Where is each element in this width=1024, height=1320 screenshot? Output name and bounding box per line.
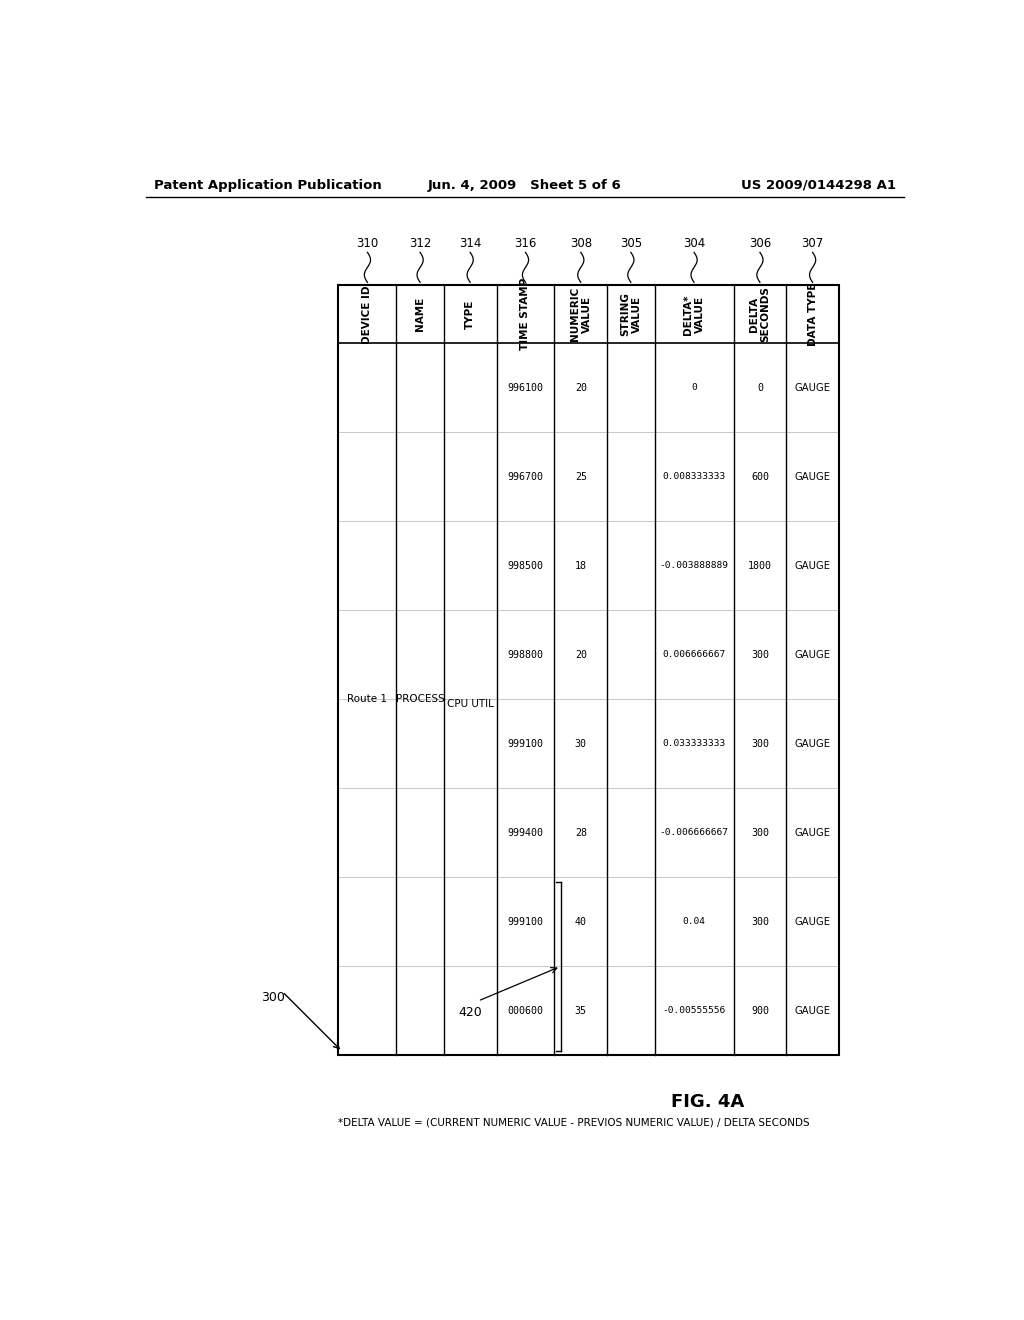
Text: 312: 312 bbox=[409, 236, 431, 249]
Text: 0.04: 0.04 bbox=[683, 917, 706, 927]
Text: 999400: 999400 bbox=[508, 828, 544, 838]
Text: 20: 20 bbox=[574, 649, 587, 660]
Text: 998500: 998500 bbox=[508, 561, 544, 570]
Text: Patent Application Publication: Patent Application Publication bbox=[154, 178, 381, 191]
Text: 300: 300 bbox=[751, 828, 769, 838]
Text: GAUGE: GAUGE bbox=[795, 383, 830, 393]
Text: Jun. 4, 2009   Sheet 5 of 6: Jun. 4, 2009 Sheet 5 of 6 bbox=[428, 178, 622, 191]
Text: 000600: 000600 bbox=[508, 1006, 544, 1016]
Text: GAUGE: GAUGE bbox=[795, 739, 830, 748]
Text: NUMERIC
VALUE: NUMERIC VALUE bbox=[570, 288, 592, 342]
Text: GAUGE: GAUGE bbox=[795, 649, 830, 660]
Text: 600: 600 bbox=[751, 471, 769, 482]
Text: -0.003888889: -0.003888889 bbox=[659, 561, 729, 570]
Text: 999100: 999100 bbox=[508, 917, 544, 927]
Text: 996700: 996700 bbox=[508, 471, 544, 482]
Text: DEVICE ID: DEVICE ID bbox=[362, 285, 373, 343]
Text: 18: 18 bbox=[574, 561, 587, 570]
Text: GAUGE: GAUGE bbox=[795, 917, 830, 927]
Text: CPU UTIL: CPU UTIL bbox=[446, 700, 494, 709]
Text: US 2009/0144298 A1: US 2009/0144298 A1 bbox=[741, 178, 896, 191]
Text: 305: 305 bbox=[620, 236, 642, 249]
Text: 300: 300 bbox=[751, 649, 769, 660]
Text: 0: 0 bbox=[757, 383, 763, 393]
Text: DELTA
SECONDS: DELTA SECONDS bbox=[750, 286, 771, 342]
Text: 307: 307 bbox=[802, 236, 823, 249]
Text: NAME: NAME bbox=[415, 297, 425, 331]
Text: 999100: 999100 bbox=[508, 739, 544, 748]
Text: 28: 28 bbox=[574, 828, 587, 838]
Text: 30: 30 bbox=[574, 739, 587, 748]
Text: FIG. 4A: FIG. 4A bbox=[672, 1093, 744, 1110]
Text: DELTA*
VALUE: DELTA* VALUE bbox=[683, 294, 705, 334]
Text: GAUGE: GAUGE bbox=[795, 471, 830, 482]
Text: 35: 35 bbox=[574, 1006, 587, 1016]
Text: TYPE: TYPE bbox=[465, 300, 475, 329]
Text: 1800: 1800 bbox=[748, 561, 772, 570]
Text: TIME STAMP: TIME STAMP bbox=[520, 279, 530, 350]
Text: 0: 0 bbox=[691, 383, 697, 392]
Text: 900: 900 bbox=[751, 1006, 769, 1016]
Text: STRING
VALUE: STRING VALUE bbox=[621, 293, 642, 337]
Text: PROCESS: PROCESS bbox=[395, 694, 444, 705]
Text: 306: 306 bbox=[749, 236, 771, 249]
Text: -0.006666667: -0.006666667 bbox=[659, 829, 729, 837]
Text: 314: 314 bbox=[459, 236, 481, 249]
Text: 308: 308 bbox=[569, 236, 592, 249]
Text: 304: 304 bbox=[683, 236, 706, 249]
Bar bbox=[339, 285, 839, 1056]
Text: GAUGE: GAUGE bbox=[795, 1006, 830, 1016]
Text: *DELTA VALUE = (CURRENT NUMERIC VALUE - PREVIOS NUMERIC VALUE) / DELTA SECONDS: *DELTA VALUE = (CURRENT NUMERIC VALUE - … bbox=[339, 1118, 810, 1127]
Text: 0.033333333: 0.033333333 bbox=[663, 739, 726, 748]
Text: 40: 40 bbox=[574, 917, 587, 927]
Text: 998800: 998800 bbox=[508, 649, 544, 660]
Text: 0.008333333: 0.008333333 bbox=[663, 473, 726, 482]
Text: 0.006666667: 0.006666667 bbox=[663, 651, 726, 659]
Text: 310: 310 bbox=[356, 236, 379, 249]
Text: -0.00555556: -0.00555556 bbox=[663, 1006, 726, 1015]
Text: 300: 300 bbox=[751, 739, 769, 748]
Text: DATA TYPE: DATA TYPE bbox=[808, 282, 817, 346]
Text: GAUGE: GAUGE bbox=[795, 561, 830, 570]
Text: 300: 300 bbox=[261, 991, 285, 1005]
Text: 25: 25 bbox=[574, 471, 587, 482]
Text: 996100: 996100 bbox=[508, 383, 544, 393]
Text: 20: 20 bbox=[574, 383, 587, 393]
Text: 300: 300 bbox=[751, 917, 769, 927]
Text: 420: 420 bbox=[459, 1006, 482, 1019]
Text: GAUGE: GAUGE bbox=[795, 828, 830, 838]
Text: 316: 316 bbox=[514, 236, 537, 249]
Text: Route 1: Route 1 bbox=[347, 694, 387, 705]
